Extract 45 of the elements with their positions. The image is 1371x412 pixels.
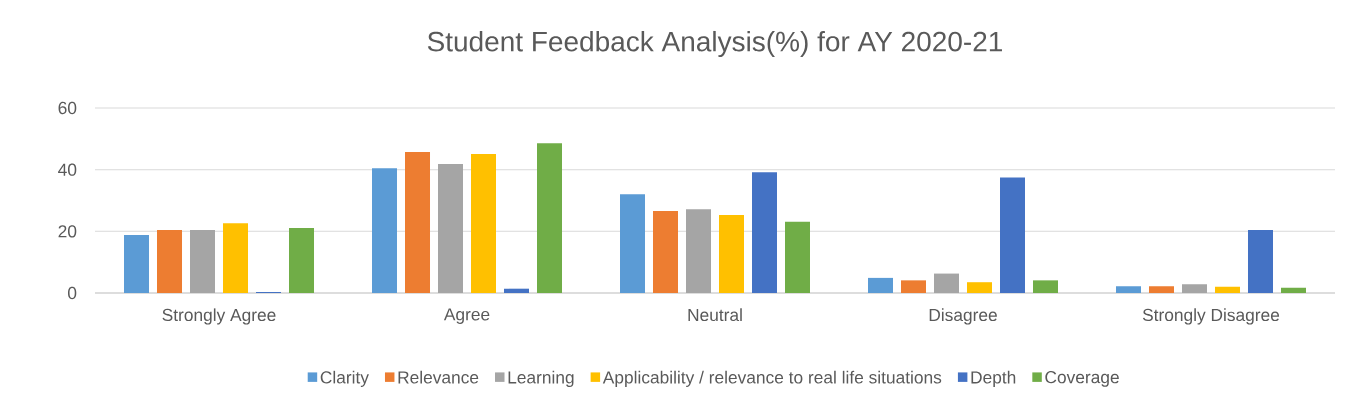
bar: [124, 235, 150, 293]
legend-label: Clarity: [320, 370, 369, 387]
bar: [1215, 286, 1240, 293]
bar: [901, 280, 926, 293]
bar: [1182, 284, 1207, 293]
bar: [471, 153, 497, 293]
bar: [686, 209, 711, 293]
bar: [868, 277, 893, 293]
legend-label: Applicability / relevance to real life situations: [602, 370, 942, 387]
bar: [1116, 286, 1141, 293]
legend-label: Depth: [971, 370, 1016, 387]
legend-label: Relevance: [398, 370, 479, 384]
bar: [934, 273, 959, 293]
bar: [967, 282, 992, 293]
chart-title: Student Feedback Analysis(%) for AY 2020-21: [427, 30, 1002, 58]
x-tick-label: Neutral: [688, 308, 742, 322]
bar: [504, 288, 529, 293]
bar: [1280, 287, 1306, 293]
bar: [752, 172, 777, 293]
x-tick-label: Agree: [443, 308, 490, 324]
legend-label: Learning: [508, 370, 574, 387]
bar: [289, 227, 315, 293]
bar: [1149, 286, 1174, 293]
bar: [785, 221, 810, 293]
bar: [1033, 280, 1058, 293]
bar: [653, 210, 678, 293]
bar: [223, 223, 248, 293]
y-tick-label: 20: [58, 225, 77, 238]
x-tick-label: Strongly Disagree: [1142, 308, 1280, 325]
bar: [190, 230, 216, 293]
bar: [1248, 230, 1273, 293]
y-tick-label: 40: [58, 163, 77, 176]
bar: [405, 152, 430, 293]
bar: [719, 214, 744, 293]
bar: [620, 194, 645, 293]
bar: [537, 143, 563, 293]
x-tick-label: Strongly Agree: [162, 308, 276, 325]
bar: [1000, 177, 1025, 293]
bar: [157, 230, 183, 293]
bar: [438, 164, 463, 293]
x-tick-label: Disagree: [929, 308, 997, 325]
y-tick-label: 0: [67, 286, 77, 300]
bar: [372, 168, 397, 293]
legend-label: Coverage: [1045, 371, 1119, 387]
y-tick-label: 60: [58, 101, 77, 115]
